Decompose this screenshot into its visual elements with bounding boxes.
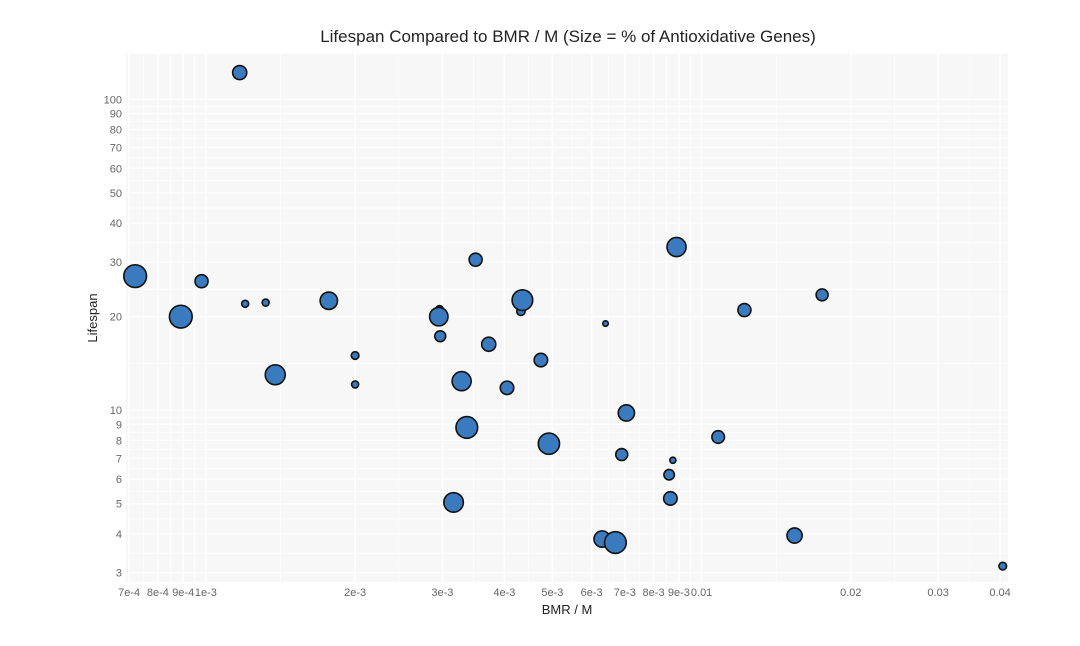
data-point bbox=[663, 468, 676, 481]
data-point bbox=[261, 298, 270, 307]
data-points bbox=[122, 64, 1008, 571]
x-axis-title: BMR / M bbox=[542, 602, 593, 617]
y-tick-label: 80 bbox=[110, 125, 122, 137]
data-point bbox=[666, 236, 687, 258]
x-tick-label: 5e-3 bbox=[541, 587, 563, 599]
data-point bbox=[451, 370, 472, 392]
y-tick-label: 50 bbox=[110, 188, 122, 200]
data-point bbox=[455, 415, 479, 440]
y-axis-title: Lifespan bbox=[85, 293, 100, 342]
data-point bbox=[499, 380, 515, 396]
y-tick-label: 6 bbox=[116, 474, 122, 486]
y-tick-label: 30 bbox=[110, 257, 122, 269]
y-tick-label: 10 bbox=[110, 405, 122, 417]
data-point bbox=[240, 299, 250, 309]
data-point bbox=[601, 320, 610, 328]
chart-title: Lifespan Compared to BMR / M (Size = % o… bbox=[320, 27, 816, 46]
x-tick-label: 7e-4 bbox=[118, 587, 140, 599]
y-tick-label: 4 bbox=[116, 529, 122, 541]
data-point bbox=[537, 432, 561, 456]
data-point bbox=[815, 288, 829, 302]
data-point bbox=[617, 403, 636, 422]
y-tick-label: 90 bbox=[110, 109, 122, 121]
y-tick-label: 20 bbox=[110, 312, 122, 324]
data-point bbox=[711, 429, 726, 445]
data-point bbox=[428, 306, 449, 327]
grid-lines bbox=[126, 54, 1008, 582]
x-tick-label: 1e-3 bbox=[195, 587, 217, 599]
x-tick-label: 9e-3 bbox=[668, 587, 690, 599]
data-point bbox=[122, 263, 148, 289]
y-tick-label: 60 bbox=[110, 163, 122, 175]
data-point bbox=[603, 530, 628, 555]
data-point bbox=[480, 336, 497, 353]
y-tick-label: 70 bbox=[110, 143, 122, 155]
data-point bbox=[662, 490, 678, 506]
data-point bbox=[533, 352, 549, 368]
data-point bbox=[194, 273, 209, 289]
y-tick-label: 3 bbox=[116, 568, 122, 580]
x-tick-label: 9e-4 bbox=[172, 587, 194, 599]
data-point bbox=[350, 350, 360, 361]
data-point bbox=[264, 364, 287, 386]
y-tick-label: 9 bbox=[116, 419, 122, 431]
y-tick-label: 40 bbox=[110, 218, 122, 230]
data-point bbox=[737, 302, 752, 318]
x-tick-label: 2e-3 bbox=[344, 587, 366, 599]
data-point bbox=[350, 380, 360, 389]
data-point bbox=[443, 491, 465, 513]
y-tick-label: 100 bbox=[104, 94, 122, 106]
data-point bbox=[434, 329, 447, 343]
data-point bbox=[998, 561, 1008, 571]
y-tick-label: 5 bbox=[116, 499, 122, 511]
plot-area bbox=[126, 54, 1008, 582]
data-point bbox=[786, 527, 803, 544]
data-point bbox=[614, 447, 629, 462]
data-point bbox=[669, 456, 677, 465]
x-axis-ticks: 7e-4 8e-4 9e-4 1e-3 2e-3 3e-3 4e-3 5e-3 6e-3 7e-3… bbox=[118, 587, 1011, 599]
x-tick-label: 8e-3 bbox=[643, 587, 665, 599]
data-point bbox=[468, 252, 483, 268]
x-tick-label: 3e-3 bbox=[431, 587, 453, 599]
x-tick-label: 8e-4 bbox=[147, 587, 169, 599]
x-tick-label: 7e-3 bbox=[614, 587, 636, 599]
x-tick-label: 4e-3 bbox=[493, 587, 515, 599]
y-tick-label: 8 bbox=[116, 435, 122, 447]
y-axis-ticks: 3 4 5 6 7 8 9 10 20 30 40 50 60 70 80 90 100 bbox=[104, 94, 122, 579]
data-point bbox=[511, 289, 534, 312]
data-point bbox=[319, 291, 339, 311]
x-tick-label: 6e-3 bbox=[581, 587, 603, 599]
x-tick-label: 0.01 bbox=[691, 587, 712, 599]
data-point bbox=[231, 64, 248, 81]
x-tick-label: 0.03 bbox=[927, 587, 948, 599]
x-tick-label: 0.02 bbox=[840, 587, 861, 599]
x-tick-label: 0.04 bbox=[989, 587, 1010, 599]
y-tick-label: 7 bbox=[116, 453, 122, 465]
data-point bbox=[168, 304, 193, 329]
